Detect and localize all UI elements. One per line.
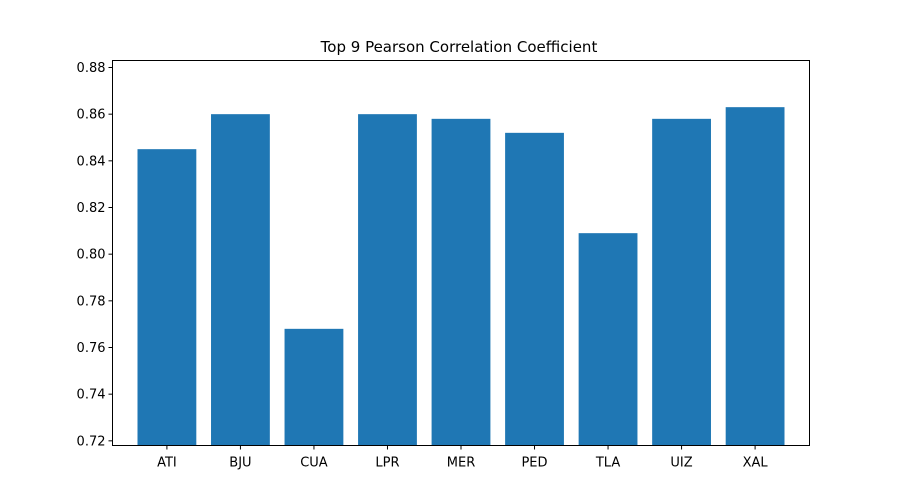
x-tick-label-lpr: LPR [375, 456, 399, 471]
x-tick-label-mer: MER [447, 456, 475, 471]
chart-title: Top 9 Pearson Correlation Coefficient [320, 38, 598, 56]
bar-mer [431, 118, 491, 446]
bar-cua [284, 328, 344, 446]
y-tick-label: 0.84 [77, 154, 106, 169]
bars-layer [137, 107, 785, 446]
y-tick-label: 0.86 [77, 108, 106, 123]
bar-uiz [652, 118, 711, 446]
y-tick-label: 0.78 [77, 294, 106, 309]
plot-frame [112, 60, 810, 446]
bar-ati [137, 149, 197, 446]
y-tick-label: 0.72 [77, 434, 106, 449]
x-tick-label-tla: TLA [595, 456, 620, 471]
bar-bju [211, 114, 270, 446]
x-tick-label-ped: PED [521, 456, 547, 471]
x-tick-label-cua: CUA [300, 456, 328, 471]
y-axis: 0.72 0.74 0.76 0.78 0.80 0.82 0.84 0.86 0.88 [77, 61, 113, 449]
bar-lpr [358, 114, 417, 446]
x-tick-label-bju: BJU [229, 456, 251, 471]
x-tick-label-xal: XAL [743, 456, 769, 471]
bar-xal [725, 107, 785, 446]
x-tick-label-ati: ATI [157, 456, 177, 471]
x-axis: ATI BJU CUA LPR MER PED TLA UIZ XAL [157, 445, 769, 471]
bar-tla [578, 233, 638, 446]
y-tick-label: 0.82 [77, 201, 106, 216]
x-tick-label-uiz: UIZ [670, 456, 692, 471]
y-tick-label: 0.88 [77, 61, 106, 76]
y-tick-label: 0.74 [77, 388, 106, 403]
y-tick-label: 0.76 [77, 341, 106, 356]
y-tick-label: 0.80 [77, 248, 106, 263]
bar-ped [505, 132, 564, 446]
